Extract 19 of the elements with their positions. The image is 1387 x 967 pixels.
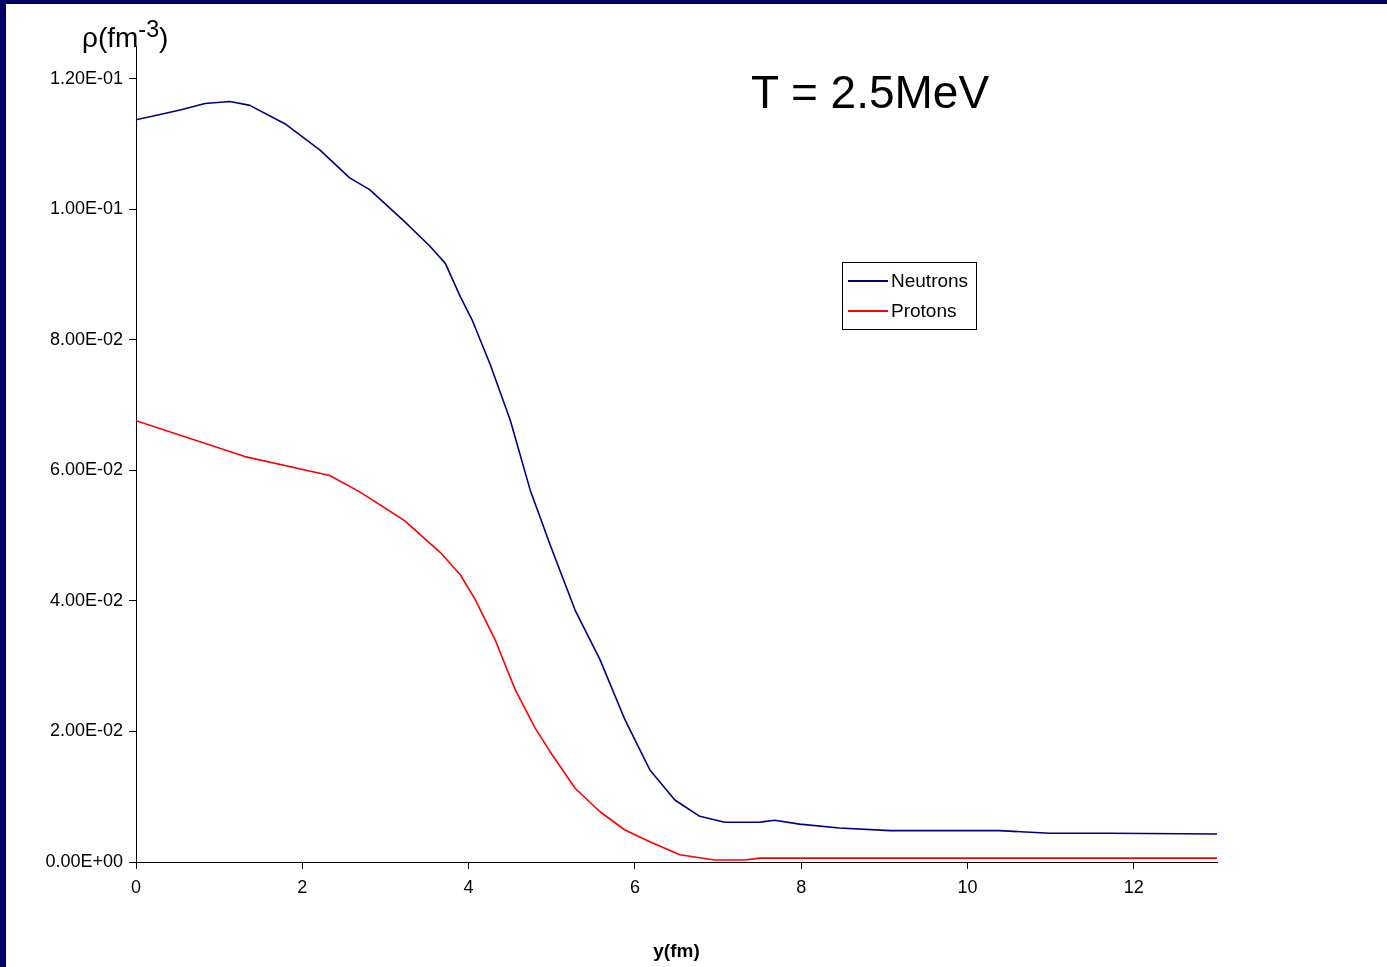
legend-label: Neutrons: [891, 270, 969, 292]
y-tick-label: 8.00E-02: [49, 328, 123, 349]
y-axis-title: ρ(fm$^{-3}$): [82, 16, 169, 55]
annotation: T = 2.5MeV: [750, 65, 990, 118]
x-tick-label: 10: [957, 876, 978, 897]
y-tick-label: 4.00E-02: [49, 589, 123, 610]
y-tick-label: 1.20E-01: [49, 67, 123, 88]
x-axis-title: y(fm): [653, 939, 700, 961]
y-tick-label: 1.00E-01: [49, 198, 123, 219]
x-tick-label: 12: [1123, 876, 1144, 897]
y-tick-label: 6.00E-02: [49, 459, 123, 480]
legend-label: Protons: [891, 300, 957, 322]
x-tick-label: 0: [130, 876, 142, 897]
x-tick-label: 6: [629, 876, 640, 897]
x-tick-label: 8: [796, 876, 807, 897]
y-tick-label: 0.00E+00: [45, 850, 123, 871]
y-tick-label: 2.00E-02: [49, 720, 123, 741]
x-tick-label: 2: [297, 876, 308, 897]
x-tick-label: 4: [463, 876, 474, 897]
